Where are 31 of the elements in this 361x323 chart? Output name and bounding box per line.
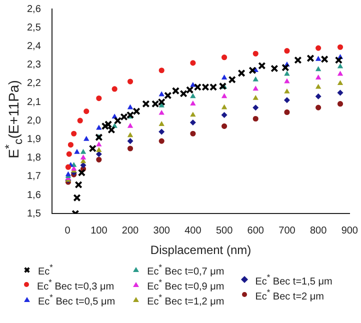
y-tick-label: 2,6 — [26, 4, 42, 15]
y-tick-label: 2,1 — [26, 96, 42, 108]
y-tick-label: 1,8 — [26, 152, 42, 164]
y-tick-label: 1,5 — [26, 208, 42, 220]
legend-label: Ec$^{*}$ Bec t=0,7 μm — [147, 262, 224, 278]
x-tick-label: 200 — [122, 225, 140, 236]
legend-label: Ec$^{*}$ — [38, 262, 53, 278]
x-tick-label: 400 — [184, 225, 202, 236]
legend-label: Ec$^{*}$ Bec t=2 μm — [255, 286, 324, 302]
x-tick-label: 700 — [278, 225, 296, 236]
x-tick-label: 900 — [341, 225, 358, 236]
legend-label: Ec$^{*}$ Bec t=1,5 μm — [255, 272, 332, 288]
y-tick-label: 2,5 — [26, 22, 42, 34]
x-tick-label: 300 — [153, 225, 170, 236]
legend-label: Ec$^{*}$ Bec t=0,3 μm — [37, 276, 114, 292]
x-tick-label: 0 — [64, 225, 71, 236]
y-tick-label: 2,2 — [26, 78, 42, 90]
y-tick-label: 1,6 — [26, 190, 42, 201]
legend-label: Ec$^{*}$ Bec t=0,5 μm — [38, 292, 116, 308]
y-tick-label: 2,3 — [26, 60, 42, 71]
legend-label: Ec$^{*}$ Bec t=0,9 μm — [147, 276, 224, 292]
x-axis-title: Displacement (nm) — [150, 243, 252, 258]
y-tick-label: 1,9 — [26, 134, 42, 145]
x-tick-label: 100 — [90, 225, 108, 236]
y-tick-label: 1,7 — [26, 171, 42, 182]
x-tick-label: 800 — [310, 225, 328, 236]
legend-label: Ec$^{*}$ Bec t=1,2 μm — [147, 292, 224, 308]
y-tick-label: 2,0 — [26, 115, 42, 126]
y-tick-label: 2,4 — [26, 40, 42, 52]
x-tick-label: 600 — [247, 225, 264, 236]
x-tick-label: 500 — [216, 225, 234, 236]
